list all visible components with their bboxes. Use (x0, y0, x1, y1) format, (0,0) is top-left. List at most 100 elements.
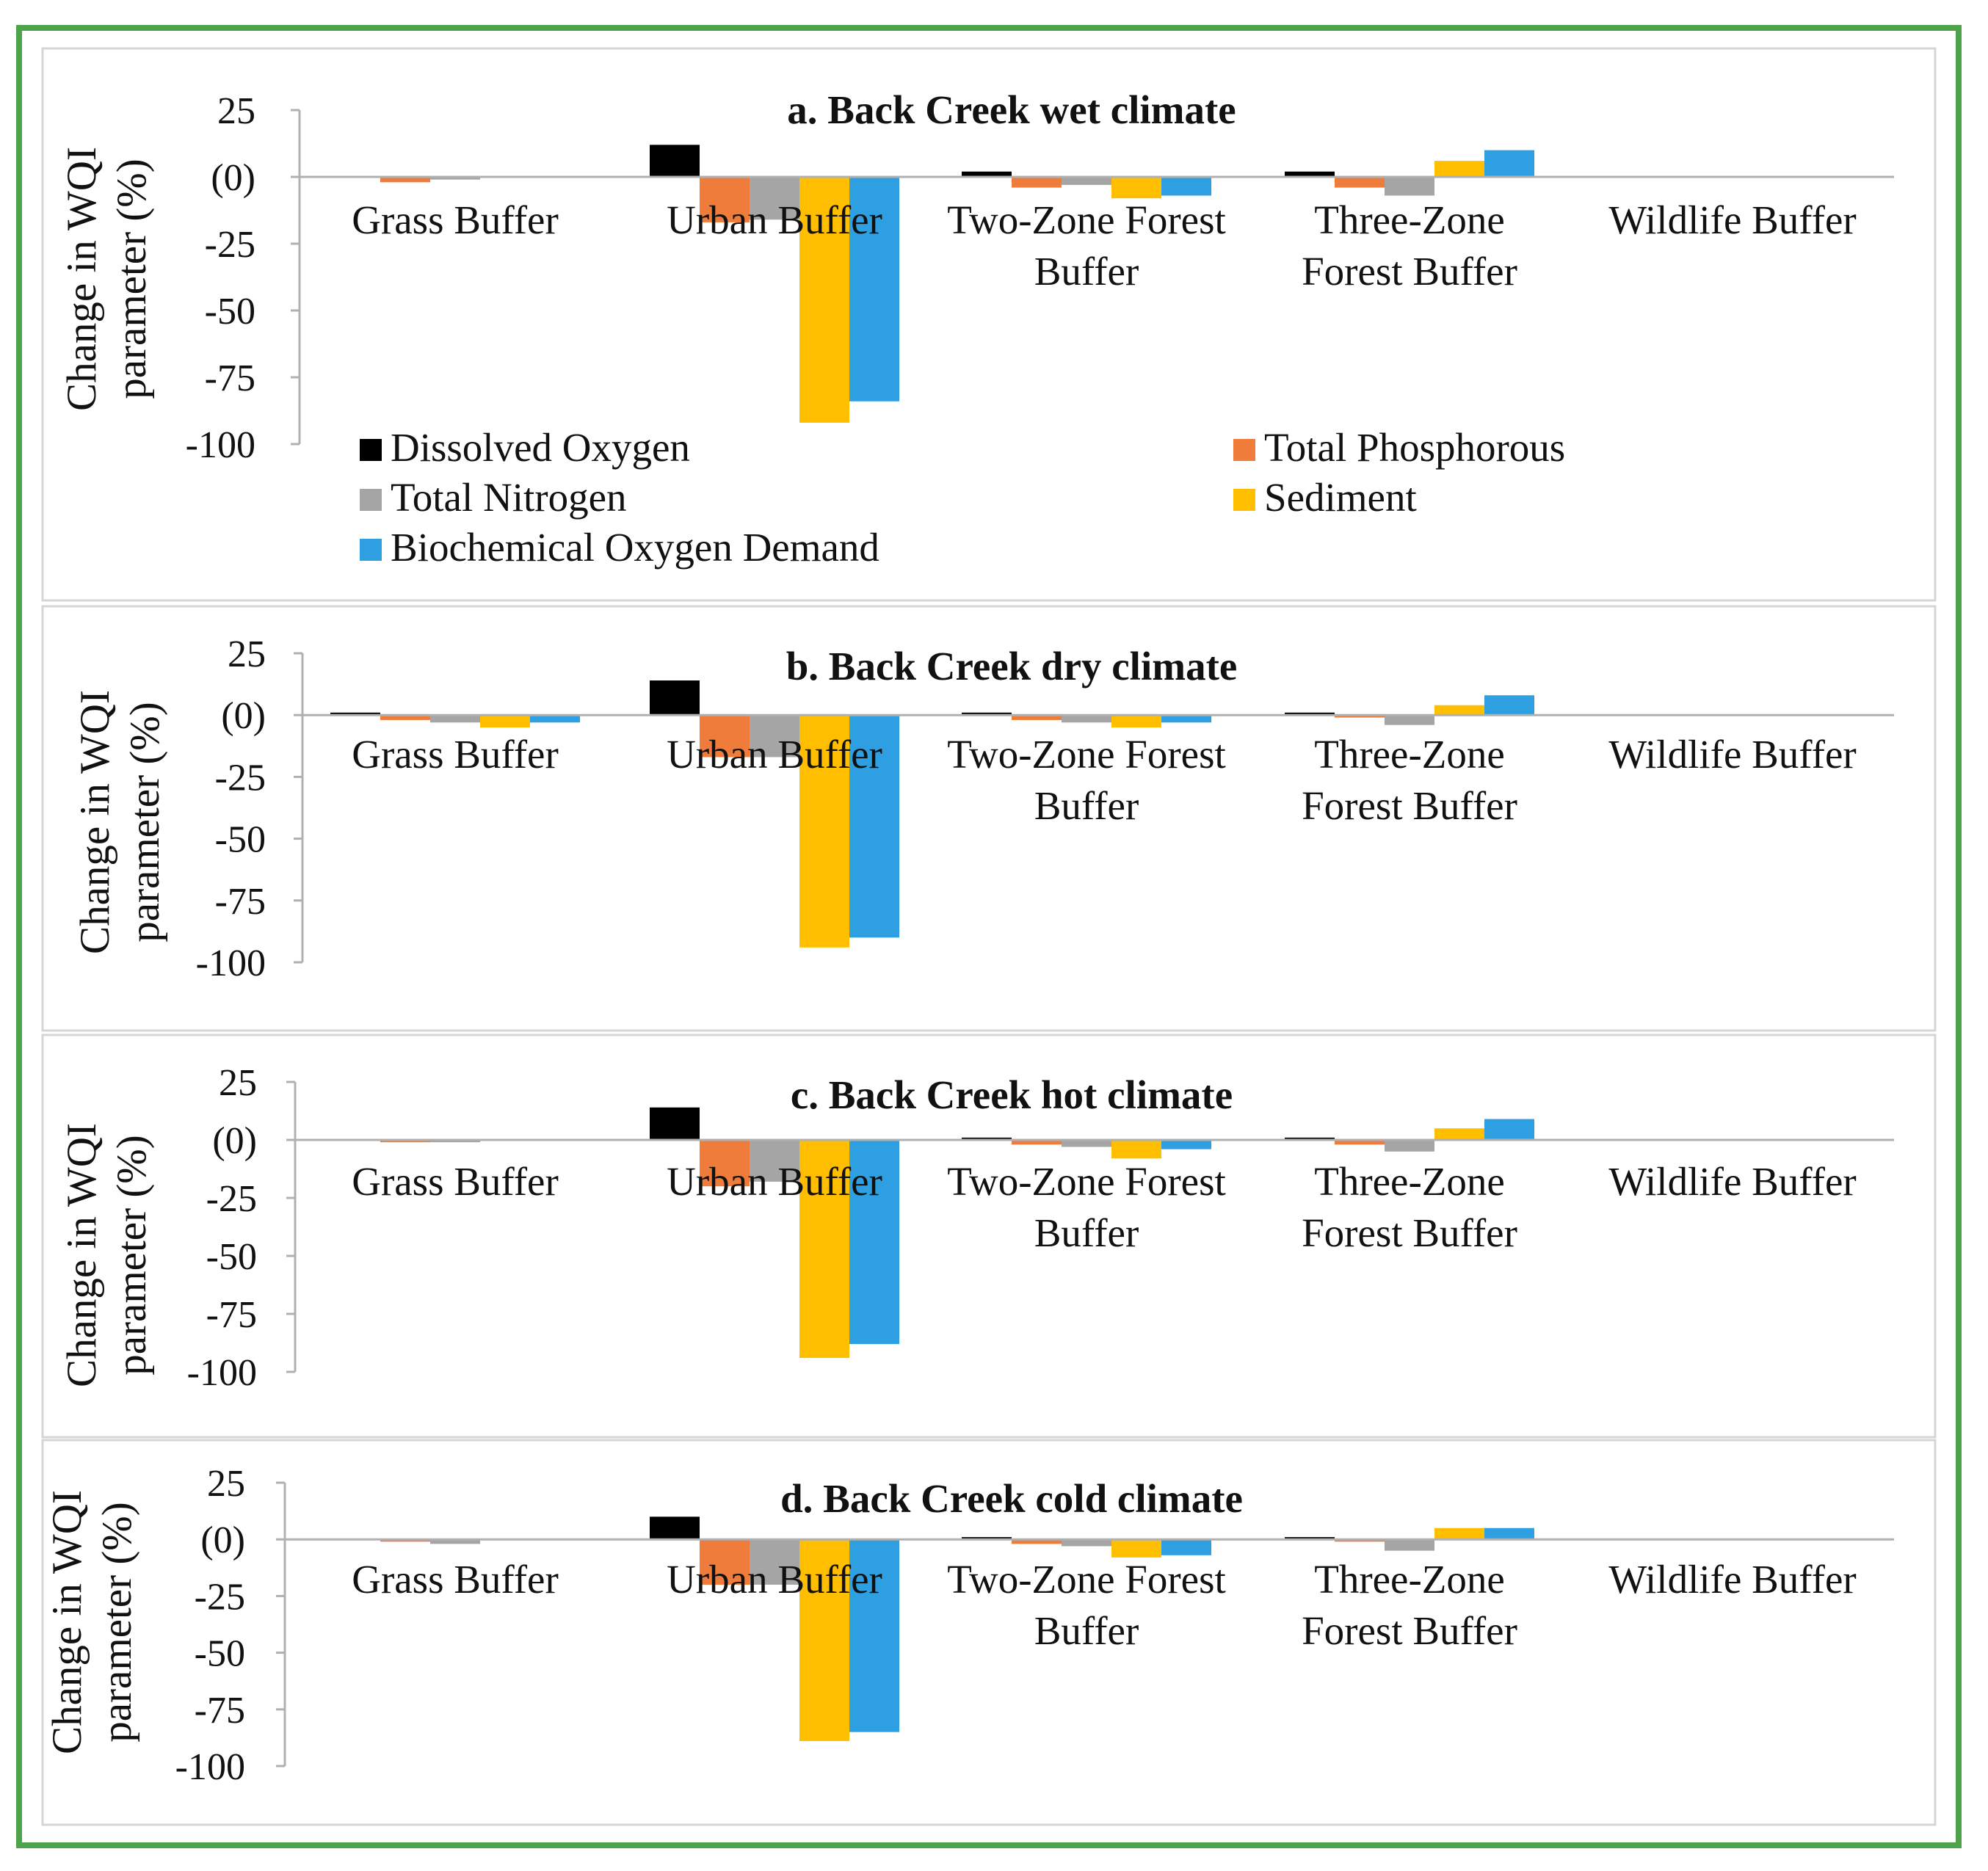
bar-dissolved-oxygen-two-zone-forest-buffer (962, 1537, 1012, 1540)
y-tick-label: -100 (186, 424, 255, 466)
legend-label-total-nitrogen: Total Nitrogen (391, 475, 627, 520)
panel-border (41, 605, 1937, 1032)
bar-dissolved-oxygen-urban-buffer (650, 1516, 700, 1540)
bar-biochemical-oxygen-demand-grass-buffer (530, 715, 580, 723)
category-label: Two-Zone Forest (947, 1557, 1226, 1602)
bar-total-phosphorous-three-zone-forest-buffer (1335, 715, 1385, 718)
category-label: Grass Buffer (352, 732, 559, 777)
chart-title: b. Back Creek dry climate (786, 644, 1238, 689)
bar-total-nitrogen-urban-buffer (750, 1539, 799, 1585)
bar-total-nitrogen-three-zone-forest-buffer (1385, 1140, 1434, 1152)
bar-total-phosphorous-urban-buffer (700, 1539, 750, 1585)
bar-dissolved-oxygen-three-zone-forest-buffer (1285, 1537, 1335, 1540)
bar-total-phosphorous-two-zone-forest-buffer (1012, 715, 1062, 720)
y-axis-label: Change in WQI parameter (%) (72, 690, 168, 954)
legend-label-biochemical-oxygen-demand: Biochemical Oxygen Demand (391, 525, 879, 570)
category-label: Three-Zone (1314, 1557, 1505, 1602)
category-label: Three-Zone (1314, 1159, 1505, 1204)
bar-sediment-three-zone-forest-buffer (1434, 1128, 1484, 1140)
category-label: Three-Zone (1314, 197, 1505, 242)
category-label: Urban Buffer (667, 1159, 882, 1204)
y-tick-label: -25 (206, 1178, 257, 1220)
bar-total-phosphorous-grass-buffer (380, 715, 430, 720)
category-label: Two-Zone Forest (947, 1159, 1226, 1204)
legend-label-total-phosphorous: Total Phosphorous (1264, 425, 1565, 470)
y-tick-label: -75 (195, 1690, 245, 1732)
y-tick-label: -25 (195, 1576, 245, 1618)
legend-swatch-biochemical-oxygen-demand (360, 539, 382, 561)
bar-biochemical-oxygen-demand-three-zone-forest-buffer (1484, 1527, 1534, 1540)
chart-title: a. Back Creek wet climate (787, 87, 1236, 132)
y-tick-label: (0) (211, 157, 255, 199)
legend-swatch-sediment (1233, 489, 1255, 511)
y-tick-label: -50 (195, 1633, 245, 1675)
y-tick-label: -100 (187, 1352, 257, 1394)
y-tick-label: 25 (219, 1062, 257, 1104)
bar-biochemical-oxygen-demand-two-zone-forest-buffer (1161, 715, 1211, 723)
bar-total-nitrogen-urban-buffer (750, 177, 799, 220)
y-tick-label: -25 (215, 757, 266, 799)
legend: Dissolved Oxygen Total Phosphorous Total N… (360, 425, 1565, 570)
bar-biochemical-oxygen-demand-urban-buffer (849, 1539, 899, 1732)
category-label: Forest Buffer (1302, 249, 1517, 294)
bar-dissolved-oxygen-two-zone-forest-buffer (962, 1137, 1012, 1140)
y-axis-label-line: parameter (%) (109, 1135, 155, 1376)
legend-label-sediment: Sediment (1264, 475, 1417, 520)
category-label: Wildlife Buffer (1608, 1159, 1856, 1204)
panel-border (41, 47, 1937, 602)
bar-sediment-grass-buffer (480, 715, 530, 728)
bar-sediment-urban-buffer (799, 1140, 849, 1359)
y-tick-label: (0) (200, 1519, 245, 1561)
category-label: Two-Zone Forest (947, 197, 1226, 242)
y-tick-label: -100 (196, 942, 266, 984)
y-tick-label: -75 (206, 1294, 257, 1336)
category-label: Grass Buffer (352, 1557, 559, 1602)
bar-total-nitrogen-three-zone-forest-buffer (1385, 715, 1434, 725)
legend-label-dissolved-oxygen: Dissolved Oxygen (391, 425, 690, 470)
bar-total-nitrogen-three-zone-forest-buffer (1385, 177, 1434, 196)
y-tick-label: 25 (228, 633, 266, 675)
y-tick-label: 25 (207, 1463, 245, 1505)
bar-sediment-two-zone-forest-buffer (1111, 715, 1161, 728)
bar-total-nitrogen-grass-buffer (430, 715, 480, 723)
bar-total-phosphorous-grass-buffer (380, 1539, 430, 1542)
category-label: Urban Buffer (667, 197, 882, 242)
bar-sediment-three-zone-forest-buffer (1434, 161, 1484, 177)
y-tick-label: -75 (215, 881, 266, 923)
bar-total-phosphorous-three-zone-forest-buffer (1335, 177, 1385, 188)
y-tick-label: -100 (175, 1746, 245, 1788)
bar-total-nitrogen-two-zone-forest-buffer (1062, 1140, 1111, 1147)
bar-biochemical-oxygen-demand-three-zone-forest-buffer (1484, 1119, 1534, 1140)
bar-biochemical-oxygen-demand-three-zone-forest-buffer (1484, 150, 1534, 177)
bar-dissolved-oxygen-urban-buffer (650, 145, 700, 177)
legend-swatch-dissolved-oxygen (360, 439, 382, 461)
bar-dissolved-oxygen-three-zone-forest-buffer (1285, 1137, 1335, 1140)
bar-total-nitrogen-two-zone-forest-buffer (1062, 177, 1111, 185)
chart-title: d. Back Creek cold climate (780, 1476, 1243, 1521)
category-label: Buffer (1034, 249, 1139, 294)
bar-total-phosphorous-urban-buffer (700, 1140, 750, 1187)
category-label: Buffer (1034, 1210, 1139, 1255)
bar-total-phosphorous-grass-buffer (380, 177, 430, 183)
y-axis-label-line: parameter (%) (109, 159, 155, 399)
bar-total-phosphorous-grass-buffer (380, 1140, 430, 1143)
bar-biochemical-oxygen-demand-urban-buffer (849, 715, 899, 938)
bar-total-phosphorous-three-zone-forest-buffer (1335, 1539, 1385, 1542)
bar-total-nitrogen-grass-buffer (430, 1140, 480, 1143)
bar-total-phosphorous-three-zone-forest-buffer (1335, 1140, 1385, 1145)
bar-total-nitrogen-three-zone-forest-buffer (1385, 1539, 1434, 1551)
bar-sediment-two-zone-forest-buffer (1111, 177, 1161, 199)
panel-border (41, 1033, 1937, 1439)
category-label: Urban Buffer (667, 732, 882, 777)
bar-total-nitrogen-two-zone-forest-buffer (1062, 1539, 1111, 1547)
bar-total-nitrogen-urban-buffer (750, 715, 799, 758)
category-label: Grass Buffer (352, 197, 559, 242)
y-axis-label: Change in WQI parameter (%) (59, 1123, 155, 1387)
chart-title: c. Back Creek hot climate (791, 1072, 1233, 1117)
legend-swatch-total-phosphorous (1233, 439, 1255, 461)
bar-dissolved-oxygen-urban-buffer (650, 1107, 700, 1140)
bar-total-nitrogen-grass-buffer (430, 1539, 480, 1544)
bar-biochemical-oxygen-demand-two-zone-forest-buffer (1161, 177, 1211, 196)
legend-swatch-total-nitrogen (360, 489, 382, 511)
